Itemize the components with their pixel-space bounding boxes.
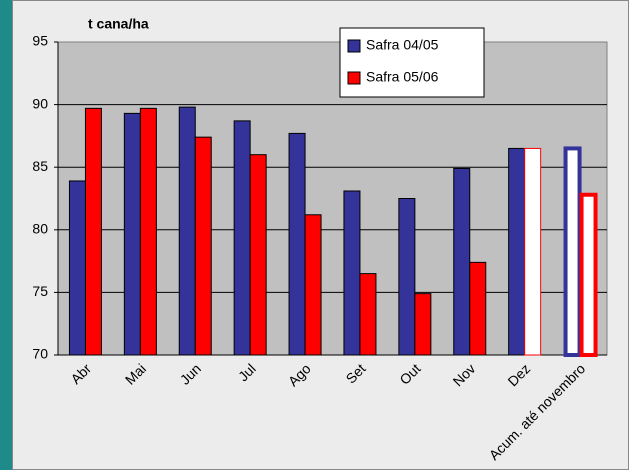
y-tick-label: 75: [32, 283, 48, 299]
bar: [563, 146, 582, 357]
bar: [139, 107, 157, 356]
bar: [343, 190, 361, 356]
y-tick-label: 80: [32, 221, 48, 237]
side-strip: [0, 0, 12, 470]
bar: [68, 180, 86, 356]
bar: [414, 293, 432, 356]
legend-swatch: [347, 39, 361, 53]
bar: [579, 192, 598, 357]
bar: [469, 261, 487, 356]
bar: [84, 107, 102, 356]
legend-box: [339, 27, 485, 98]
bar: [453, 167, 471, 356]
bar: [508, 147, 526, 356]
y-tick-label: 70: [32, 346, 48, 362]
bar: [194, 136, 212, 356]
bar: [249, 154, 267, 356]
bar: [359, 273, 377, 356]
bar: [288, 132, 306, 356]
y-tick-label: 90: [32, 95, 48, 111]
y-tick-label: 85: [32, 158, 48, 174]
y-axis-label: t cana/ha: [88, 16, 149, 32]
legend-label: Safra 05/06: [366, 69, 439, 85]
bar: [524, 147, 542, 356]
bar: [233, 120, 251, 356]
legend-label: Safra 04/05: [366, 37, 439, 53]
bar: [398, 198, 416, 356]
y-tick-label: 95: [32, 33, 48, 49]
bar: [304, 214, 322, 356]
legend-swatch: [347, 71, 361, 85]
bar: [178, 106, 196, 356]
bar: [123, 112, 141, 356]
